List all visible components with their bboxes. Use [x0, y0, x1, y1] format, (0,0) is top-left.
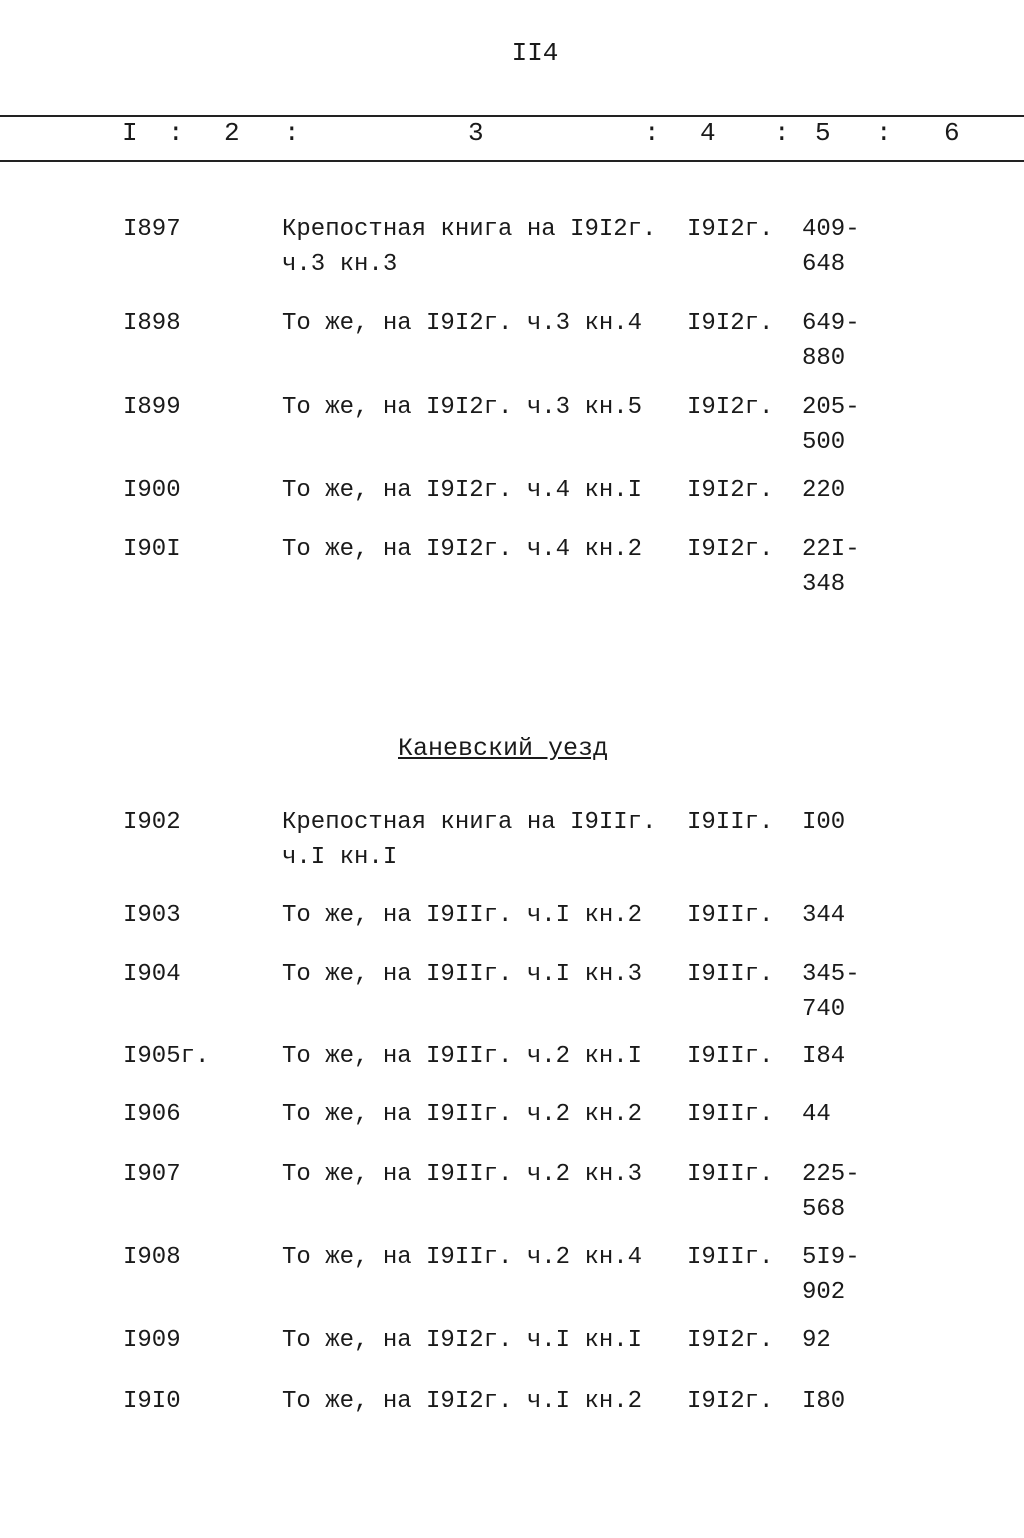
col-header-6: 6 [944, 118, 960, 148]
record-sheets: 220 [802, 477, 846, 504]
record-title: То же, на I9IIг. ч.2 кн.2 [282, 1101, 643, 1128]
col-separator: : [774, 118, 790, 148]
col-separator: : [284, 118, 300, 148]
col-separator: : [876, 118, 892, 148]
record-date: I9I2г. [687, 310, 774, 337]
record-title: То же, на I9IIг. ч.2 кн.4 [282, 1244, 643, 1271]
record-date: I9IIг. [687, 1101, 774, 1128]
page-number: II4 [511, 38, 559, 68]
record-sheets: I80 [802, 1388, 846, 1415]
record-title: То же, на I9IIг. ч.2 кн.3 [282, 1161, 643, 1188]
record-sheets: 22I- 348 [802, 536, 860, 598]
header-top-rule [0, 115, 1024, 117]
record-number: I90I [123, 536, 181, 563]
record-sheets: 92 [802, 1327, 831, 1354]
record-sheets: 5I9- 902 [802, 1244, 860, 1306]
record-number: I903 [123, 902, 181, 929]
record-date: I9I2г. [687, 216, 774, 243]
record-date: I9IIг. [687, 902, 774, 929]
record-number: I897 [123, 216, 181, 243]
col-header-1: I [122, 118, 138, 148]
record-date: I9IIг. [687, 809, 774, 836]
record-number: I907 [123, 1161, 181, 1188]
record-title: То же, на I9I2г. ч.3 кн.4 [282, 310, 643, 337]
record-number: I908 [123, 1244, 181, 1271]
record-date: I9IIг. [687, 1244, 774, 1271]
record-title: То же, на I9I2г. ч.I кн.I [282, 1327, 643, 1354]
record-title: То же, на I9I2г. ч.3 кн.5 [282, 394, 643, 421]
col-separator: : [644, 118, 660, 148]
record-title: То же, на I9IIг. ч.I кн.3 [282, 961, 643, 988]
record-title: Крепостная книга на I9IIг. ч.I кн.I [282, 809, 657, 871]
record-title: То же, на I9I2г. ч.4 кн.I [282, 477, 643, 504]
record-date: I9I2г. [687, 477, 774, 504]
record-title: То же, на I9I2г. ч.I кн.2 [282, 1388, 643, 1415]
record-number: I898 [123, 310, 181, 337]
record-number: I9I0 [123, 1388, 181, 1415]
record-date: I9IIг. [687, 1043, 774, 1070]
record-sheets: I00 [802, 809, 846, 836]
record-date: I9I2г. [687, 536, 774, 563]
record-number: I909 [123, 1327, 181, 1354]
section-title: Каневский уезд [398, 734, 609, 763]
record-sheets: 649- 880 [802, 310, 860, 372]
record-title: Крепостная книга на I9I2г. ч.3 кн.3 [282, 216, 657, 278]
col-header-2: 2 [224, 118, 240, 148]
record-number: I899 [123, 394, 181, 421]
record-date: I9I2г. [687, 1388, 774, 1415]
record-sheets: 225- 568 [802, 1161, 860, 1223]
col-header-4: 4 [700, 118, 716, 148]
header-bottom-rule [0, 160, 1024, 162]
record-date: I9IIг. [687, 1161, 774, 1188]
col-separator: : [168, 118, 184, 148]
record-number: I906 [123, 1101, 181, 1128]
record-sheets: I84 [802, 1043, 846, 1070]
record-sheets: 44 [802, 1101, 831, 1128]
record-number: I905г. [123, 1043, 210, 1070]
col-header-3: 3 [468, 118, 484, 148]
record-date: I9I2г. [687, 394, 774, 421]
record-number: I904 [123, 961, 181, 988]
record-sheets: 409- 648 [802, 216, 860, 278]
record-date: I9IIг. [687, 961, 774, 988]
record-sheets: 205- 500 [802, 394, 860, 456]
record-title: То же, на I9I2г. ч.4 кн.2 [282, 536, 643, 563]
record-sheets: 345- 740 [802, 961, 860, 1023]
record-number: I902 [123, 809, 181, 836]
record-title: То же, на I9IIг. ч.I кн.2 [282, 902, 643, 929]
col-header-5: 5 [815, 118, 831, 148]
record-title: То же, на I9IIг. ч.2 кн.I [282, 1043, 643, 1070]
record-date: I9I2г. [687, 1327, 774, 1354]
record-sheets: 344 [802, 902, 846, 929]
record-number: I900 [123, 477, 181, 504]
